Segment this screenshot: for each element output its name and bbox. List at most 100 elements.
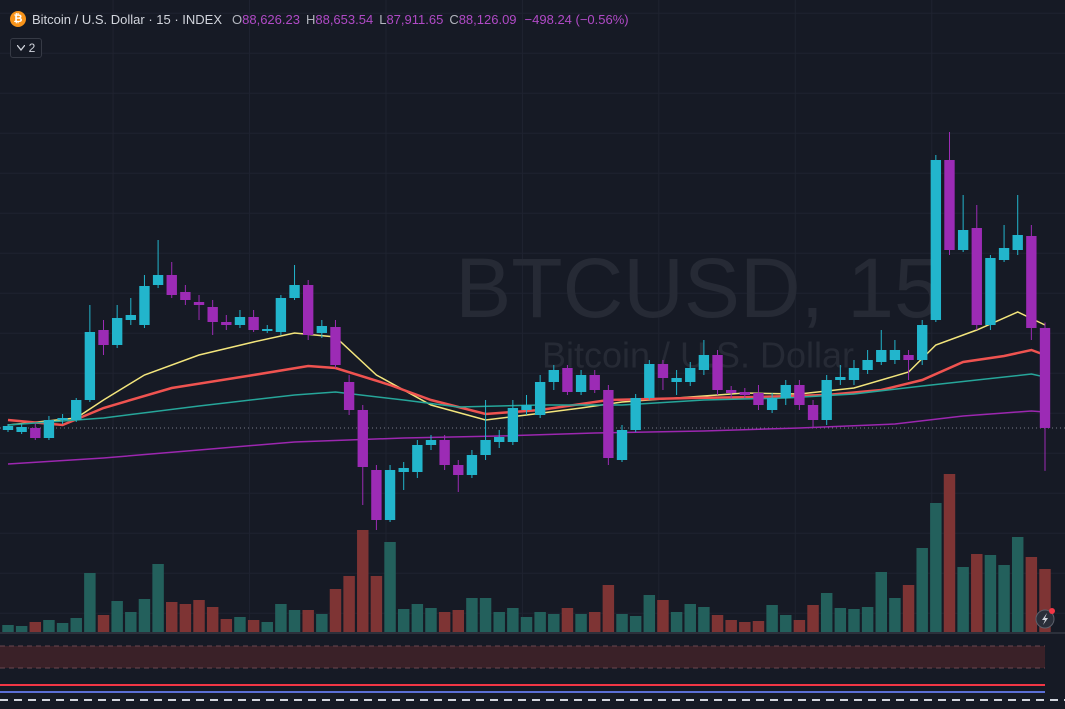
volume-bar	[343, 576, 355, 632]
volume-bar	[930, 503, 942, 632]
candle-layer	[2, 132, 1051, 530]
volume-bar	[520, 617, 533, 632]
candle-body	[125, 315, 136, 320]
candle-body	[548, 370, 559, 382]
candle-body	[139, 286, 150, 325]
volume-bar	[206, 607, 219, 632]
volume-bar	[848, 609, 860, 632]
candle-body	[998, 248, 1010, 260]
volume-bar	[820, 593, 833, 632]
volume-bar	[916, 548, 928, 632]
candle-body	[16, 427, 27, 432]
volume-bar	[1011, 537, 1024, 632]
candle-body	[616, 430, 628, 460]
volume-bar	[56, 623, 69, 632]
volume-bar	[616, 614, 628, 632]
volume-bar	[698, 607, 710, 632]
candle-body	[30, 428, 41, 438]
candle-body	[562, 368, 573, 392]
volume-bar	[793, 620, 806, 632]
volume-bar	[1039, 569, 1051, 632]
volume-bar	[397, 609, 410, 632]
candle-body	[698, 355, 710, 370]
candle-body	[630, 398, 641, 430]
volume-bar	[302, 610, 314, 632]
ohlc-label: H	[305, 11, 316, 27]
volume-bar	[370, 576, 383, 632]
candle-body	[2, 426, 14, 430]
candle-body	[807, 405, 819, 420]
watermark-subtitle: Bitcoin / U.S. Dollar	[542, 335, 854, 376]
candle-body	[876, 350, 887, 362]
volume-bar	[493, 612, 505, 632]
candle-body	[289, 285, 300, 298]
candle-body	[753, 393, 764, 405]
candle-body	[1026, 236, 1037, 328]
candle-body	[589, 375, 600, 390]
candle-body	[98, 330, 109, 345]
candle-body	[971, 228, 982, 325]
candle-body	[357, 410, 368, 467]
candle-body	[835, 377, 846, 380]
candle-body	[889, 350, 901, 360]
volume-bar	[43, 620, 55, 632]
volume-bar	[602, 585, 615, 632]
candle-body	[71, 400, 82, 420]
volume-bar	[247, 620, 260, 632]
candle-body	[903, 355, 914, 360]
volume-bar	[411, 604, 424, 632]
candle-body	[957, 230, 969, 250]
volume-bar	[479, 598, 492, 632]
volume-bar	[193, 600, 205, 632]
candle-body	[453, 465, 464, 475]
volume-bar	[1025, 557, 1038, 632]
candle-body	[248, 317, 259, 330]
candle-body	[985, 258, 996, 325]
volume-bar	[752, 621, 765, 632]
volume-bar	[984, 555, 997, 632]
ohlc-label: O	[232, 11, 243, 27]
candle-body	[84, 332, 96, 400]
candle-body	[848, 368, 860, 380]
candle-body	[234, 317, 246, 325]
symbol-title[interactable]: Bitcoin / U.S. Dollar · 15 · INDEX	[32, 11, 222, 27]
legend: ₿ Bitcoin / U.S. Dollar · 15 · INDEX O88…	[10, 11, 629, 27]
ohlc-value: 88,126.09	[458, 11, 517, 27]
indicators-toggle[interactable]: 2	[10, 38, 42, 58]
candle-body	[780, 385, 791, 398]
volume-bar	[234, 617, 246, 632]
ohlc-label: C	[449, 11, 459, 27]
volume-layer	[0, 427, 1065, 632]
ohlc-value: 88,626.23	[242, 11, 300, 27]
alert-button[interactable]	[1035, 608, 1055, 629]
candle-body	[507, 408, 519, 442]
ohlc-value: 87,911.65	[386, 11, 444, 27]
volume-bar	[70, 618, 82, 632]
volume-bar	[548, 614, 560, 632]
moving-average-line	[7, 373, 1046, 426]
volume-bar	[725, 620, 737, 632]
volume-bar	[534, 612, 546, 632]
candle-body	[412, 445, 423, 472]
candle-body	[671, 378, 682, 382]
candle-body	[725, 390, 737, 393]
volume-bar	[384, 542, 396, 632]
moving-average-line	[7, 410, 1046, 465]
volume-bar	[943, 474, 956, 632]
volume-bar	[111, 601, 123, 632]
candle-body	[480, 440, 491, 455]
candle-body	[302, 285, 314, 335]
candle-body	[425, 440, 437, 445]
candle-body	[343, 382, 355, 410]
volume-bar	[425, 608, 437, 632]
volume-bar	[957, 567, 969, 632]
candle-body	[930, 160, 942, 320]
candle-body	[180, 292, 191, 300]
candle-body	[575, 375, 587, 392]
candle-body	[221, 322, 232, 325]
candle-body	[917, 325, 928, 360]
volume-bar	[138, 599, 151, 632]
watermark: BTCUSD, 15	[455, 241, 940, 335]
volume-bar	[575, 614, 587, 632]
